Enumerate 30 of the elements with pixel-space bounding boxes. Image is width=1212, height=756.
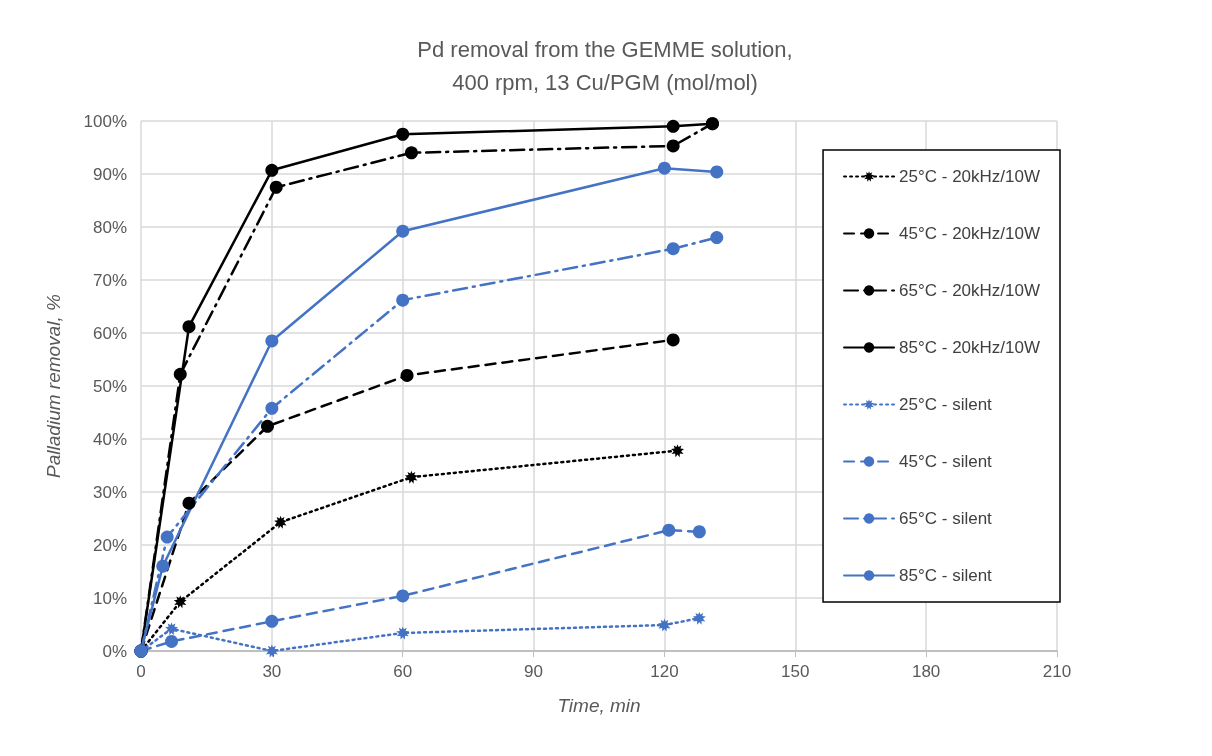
y-tick-label: 30% xyxy=(92,482,127,502)
x-tick-label: 150 xyxy=(781,662,810,681)
y-tick-label: 80% xyxy=(92,217,127,237)
legend-label: 45°C - silent xyxy=(899,452,993,471)
x-tick-label: 90 xyxy=(524,662,544,681)
y-tick-label: 90% xyxy=(92,164,127,184)
x-tick-label: 60 xyxy=(393,662,413,681)
y-tick-label: 20% xyxy=(92,535,127,555)
x-tick-label: 210 xyxy=(1042,662,1072,681)
y-tick-label: 40% xyxy=(92,429,127,449)
y-tick-label: 50% xyxy=(92,376,127,396)
legend-label: 25°C - silent xyxy=(899,395,993,414)
x-tick-label: 0 xyxy=(136,662,146,681)
x-tick-label: 180 xyxy=(911,662,941,681)
x-axis-title: Time, min xyxy=(557,695,641,716)
legend-label: 65°C - 20kHz/10W xyxy=(899,281,1041,300)
y-tick-label: 0% xyxy=(102,641,127,661)
y-tick-label: 60% xyxy=(92,323,127,343)
y-tick-label: 70% xyxy=(92,270,127,290)
legend-label: 45°C - 20kHz/10W xyxy=(899,224,1041,243)
chart-title: Pd removal from the GEMME solution, 400 rpm, 13 Cu/PGM (mol/mol) xyxy=(417,37,793,95)
y-tick-label: 10% xyxy=(92,588,127,608)
legend-label: 65°C - silent xyxy=(899,509,993,528)
y-axis-title: Palladium removal, % xyxy=(43,294,64,478)
x-tick-label: 120 xyxy=(650,662,679,681)
legend-label: 85°C - silent xyxy=(899,566,993,585)
legend-label: 85°C - 20kHz/10W xyxy=(899,338,1041,357)
legend-label: 25°C - 20kHz/10W xyxy=(899,167,1041,186)
x-tick-label: 30 xyxy=(262,662,282,681)
y-tick-label: 100% xyxy=(83,111,127,131)
